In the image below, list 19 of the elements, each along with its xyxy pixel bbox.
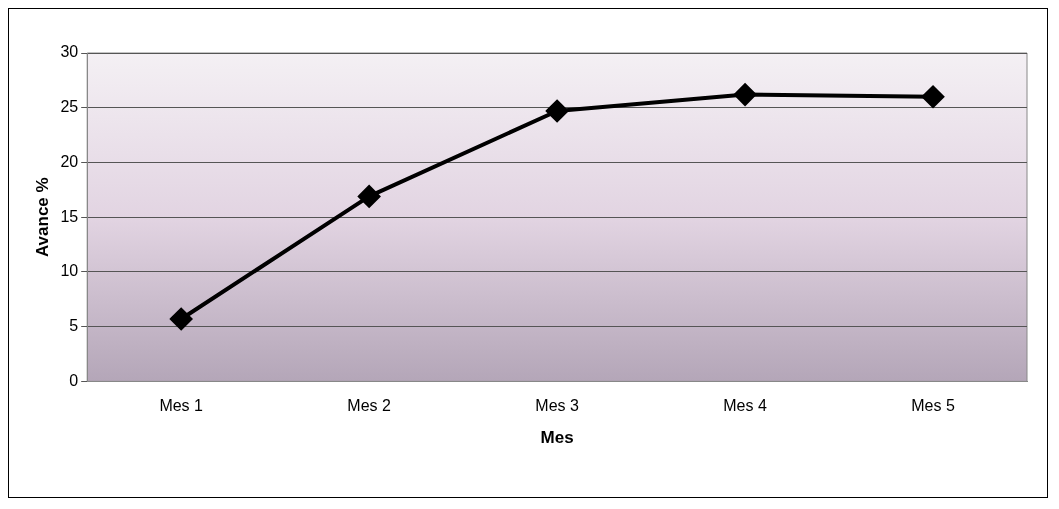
point: [358, 185, 381, 208]
x-tick-label: Mes 4: [723, 397, 767, 415]
point: [546, 100, 569, 123]
y-tick-label: 0: [69, 371, 79, 389]
y-tick-label: 5: [69, 317, 79, 335]
x-tick-label: Mes 3: [535, 397, 579, 415]
x-axis-title: Mes: [540, 428, 574, 448]
x-tick-label: Mes 2: [347, 397, 392, 415]
y-tick-label: 20: [60, 152, 79, 170]
x-tick-label: Mes 1: [159, 397, 204, 415]
point: [922, 85, 945, 108]
y-tick-label: 15: [60, 207, 79, 225]
y-tick-label: 10: [60, 262, 79, 280]
y-axis-title: Avance %: [32, 177, 52, 258]
x-tick-label: Mes 5: [911, 397, 955, 415]
y-tick-label: 25: [60, 98, 79, 116]
point: [734, 83, 757, 106]
point: [170, 308, 193, 330]
y-tick-label: 30: [60, 43, 79, 61]
